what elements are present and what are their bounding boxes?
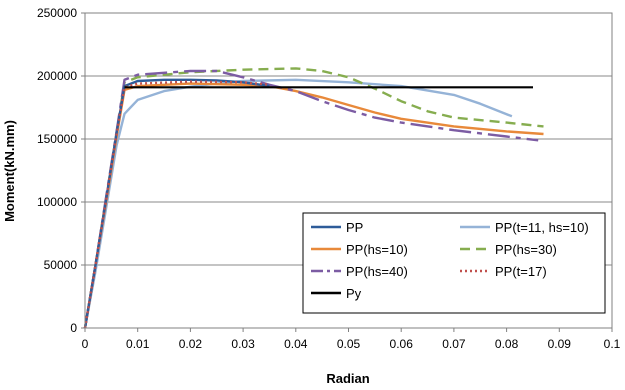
y-tick-label: 0 xyxy=(70,321,77,335)
legend: PP PP(t=11, hs=10) PP(hs=10) PP(hs=30) PP(hs… xyxy=(302,212,606,314)
series-lines xyxy=(83,67,544,329)
x-tick-label: 0.04 xyxy=(284,337,308,351)
x-tick-label: 0.09 xyxy=(548,337,572,351)
x-tick-label: 0.07 xyxy=(442,337,466,351)
y-tick-label: 250000 xyxy=(37,6,77,20)
x-axis-title: Radian xyxy=(326,371,369,386)
x-tick-label: 0.03 xyxy=(231,337,255,351)
y-tick-label: 50000 xyxy=(44,258,78,272)
y-tick-label: 200000 xyxy=(37,69,77,83)
legend-label: Py xyxy=(346,286,362,301)
plot-frame xyxy=(84,12,613,329)
x-tick-labels: 0 0.01 0.02 0.03 0.04 0.05 0.06 0.07 0.08 0.09 0.1 xyxy=(82,337,621,351)
x-tick-label: 0.02 xyxy=(179,337,203,351)
series-line-pp-hs-30 xyxy=(83,67,544,329)
y-axis-title: Moment(kN.mm) xyxy=(2,120,17,222)
x-tick-label: 0.01 xyxy=(126,337,150,351)
legend-label: PP(t=11, hs=10) xyxy=(495,220,589,235)
legend-label: PP(hs=30) xyxy=(495,242,557,257)
y-tick-labels: 0 50000 100000 150000 200000 250000 xyxy=(37,6,77,335)
y-tick-label: 150000 xyxy=(37,132,77,146)
x-tick-label: 0.06 xyxy=(390,337,414,351)
legend-box xyxy=(302,212,606,314)
x-tick-label: 0.08 xyxy=(495,337,519,351)
legend-label: PP(hs=10) xyxy=(346,242,408,257)
x-tick-label: 0.05 xyxy=(337,337,361,351)
y-tick-label: 100000 xyxy=(37,195,77,209)
x-tick-label: 0.1 xyxy=(604,337,621,351)
legend-label: PP(hs=40) xyxy=(346,264,408,279)
series-line-pp-t-17 xyxy=(83,80,270,329)
axes xyxy=(84,12,613,329)
legend-label: PP xyxy=(346,220,363,235)
legend-label: PP(t=17) xyxy=(495,264,547,279)
x-tick-label: 0 xyxy=(82,337,89,351)
